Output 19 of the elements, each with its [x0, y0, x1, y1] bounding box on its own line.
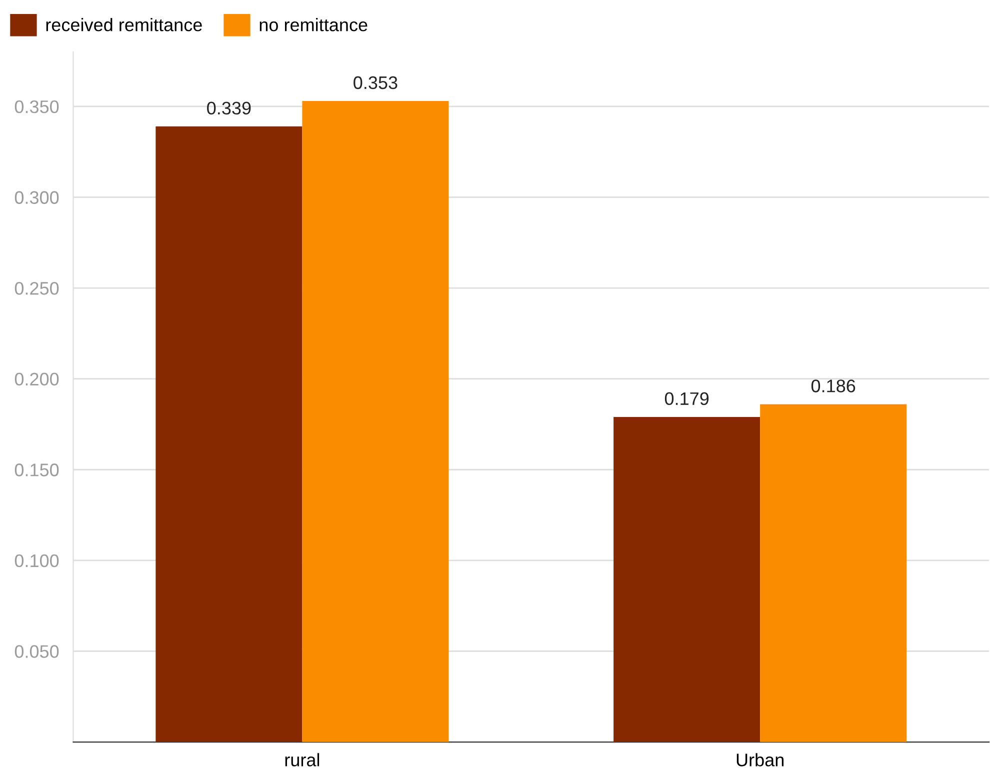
x-tick-label: Urban	[736, 753, 784, 766]
legend-label: received remittance	[46, 18, 202, 32]
bar	[302, 100, 449, 742]
y-tick-label: 0.200	[14, 372, 59, 386]
data-label: 0.186	[811, 380, 856, 392]
data-label: 0.179	[664, 392, 709, 406]
y-tick-label: 0.350	[14, 100, 59, 114]
bar	[760, 404, 907, 742]
legend-label: no remittance	[260, 18, 368, 32]
y-tick-label: 0.050	[14, 645, 59, 658]
y-tick-label: 0.250	[14, 282, 59, 295]
data-label: 0.339	[207, 102, 251, 115]
y-tick-label: 0.300	[14, 191, 59, 204]
y-tick-label: 0.100	[14, 554, 59, 568]
y-tick-label: 0.150	[14, 464, 59, 476]
bar	[156, 126, 302, 742]
x-tick-label: rural	[285, 753, 320, 766]
data-label: 0.353	[354, 76, 398, 90]
bar	[614, 416, 760, 742]
